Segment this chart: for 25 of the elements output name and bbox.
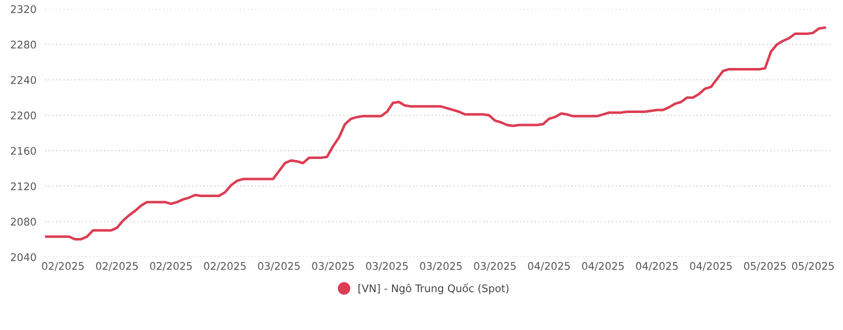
x-tick-label: 03/2025 xyxy=(474,262,516,271)
y-tick-label: 2040 xyxy=(10,253,36,262)
x-tick-label: 02/2025 xyxy=(204,262,246,271)
y-tick-label: 2160 xyxy=(10,146,36,155)
x-tick-label: 03/2025 xyxy=(420,262,462,271)
y-tick-label: 2240 xyxy=(10,76,36,84)
y-tick-label: 2080 xyxy=(10,218,36,226)
x-tick-label: 03/2025 xyxy=(258,262,300,271)
x-tick-label: 05/2025 xyxy=(792,262,834,271)
y-tick-label: 2200 xyxy=(10,112,36,120)
y-tick-label: 2280 xyxy=(10,40,36,49)
x-tick-label: 04/2025 xyxy=(582,262,624,271)
x-tick-label: 02/2025 xyxy=(42,262,84,271)
legend-label: [VN] - Ngô Trung Quốc (Spot) xyxy=(358,283,508,294)
y-tick-label: 2120 xyxy=(10,182,36,190)
x-tick-label: 03/2025 xyxy=(366,262,408,271)
x-tick-label: 02/2025 xyxy=(150,262,192,271)
x-tick-label: 03/2025 xyxy=(312,262,354,271)
x-tick-label: 04/2025 xyxy=(528,262,570,271)
x-tick-label: 04/2025 xyxy=(636,262,678,271)
y-tick-label: 2320 xyxy=(10,5,36,14)
x-tick-label: 04/2025 xyxy=(690,262,732,271)
x-tick-label: 02/2025 xyxy=(96,262,138,271)
line-series xyxy=(45,26,826,241)
x-tick-label: 05/2025 xyxy=(744,262,786,271)
